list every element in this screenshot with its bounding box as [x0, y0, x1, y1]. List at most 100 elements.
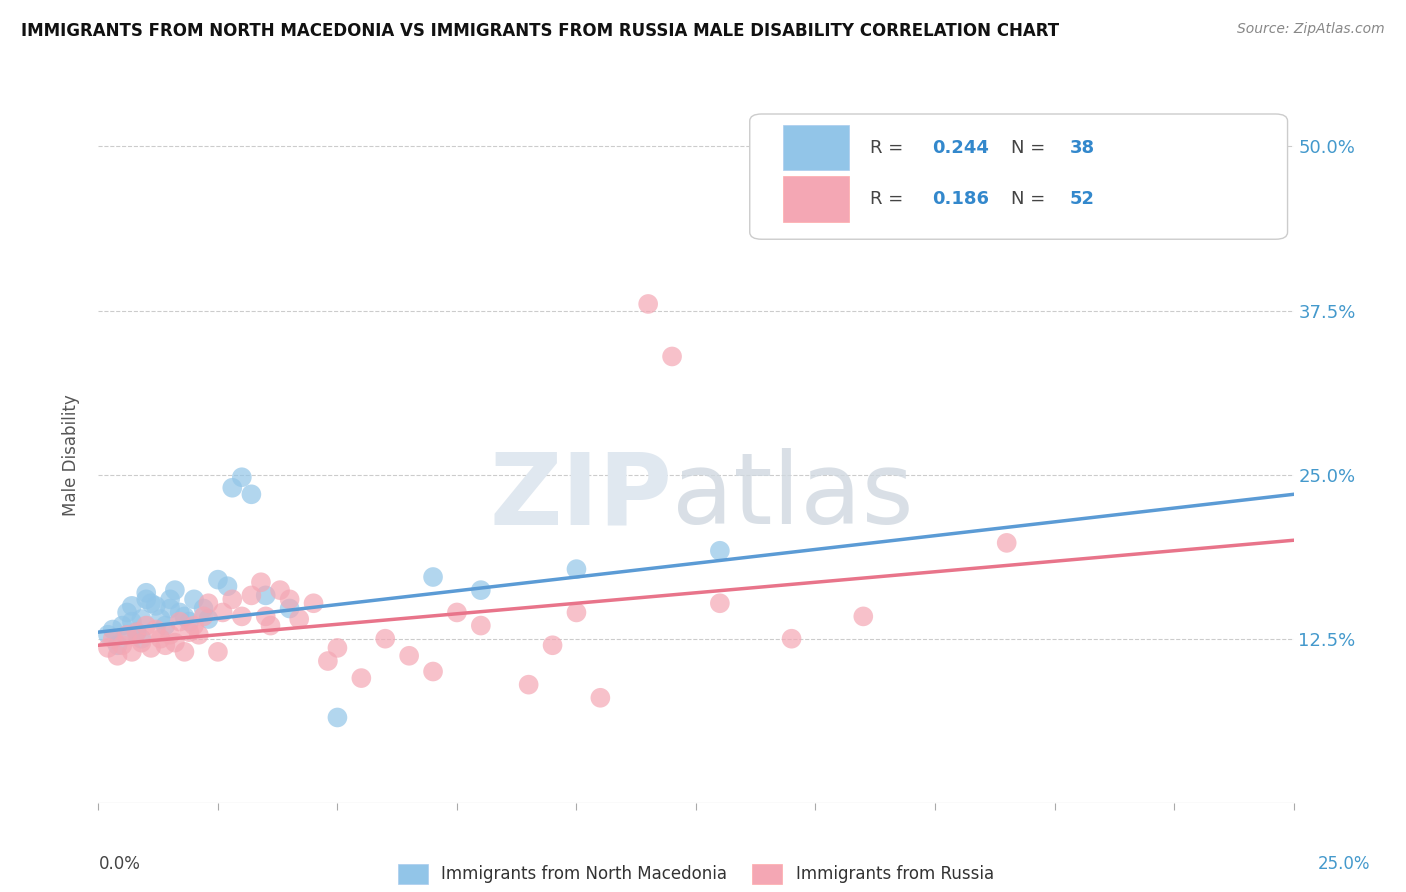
Point [187, 628, 209, 642]
Point [149, 632, 172, 646]
Point [125, 625, 148, 640]
Point [149, 612, 172, 626]
Point [107, 648, 129, 663]
FancyBboxPatch shape [783, 177, 849, 222]
FancyBboxPatch shape [783, 125, 849, 170]
Text: 52: 52 [1070, 190, 1095, 209]
Point [111, 618, 134, 632]
Point [517, 678, 540, 692]
Point [169, 615, 191, 629]
Point [193, 601, 215, 615]
Text: N =: N = [1011, 190, 1052, 209]
Point [131, 612, 153, 626]
Point [470, 583, 492, 598]
Point [163, 583, 186, 598]
Point [278, 592, 301, 607]
Point [278, 601, 301, 615]
Point [254, 609, 277, 624]
Point [288, 612, 311, 626]
Point [155, 618, 177, 632]
Point [259, 618, 281, 632]
Point [173, 645, 195, 659]
Point [326, 640, 349, 655]
Point [326, 710, 349, 724]
Point [197, 596, 219, 610]
Point [780, 632, 803, 646]
Text: 0.244: 0.244 [932, 139, 990, 157]
Point [159, 592, 181, 607]
Text: ZIP: ZIP [489, 448, 672, 545]
Text: IMMIGRANTS FROM NORTH MACEDONIA VS IMMIGRANTS FROM RUSSIA MALE DISABILITY CORREL: IMMIGRANTS FROM NORTH MACEDONIA VS IMMIG… [21, 22, 1059, 40]
Point [207, 645, 229, 659]
Text: 0.0%: 0.0% [98, 855, 141, 873]
Point [709, 596, 731, 610]
Point [852, 609, 875, 624]
Text: 0.186: 0.186 [932, 190, 990, 209]
Point [179, 615, 201, 629]
Point [207, 573, 229, 587]
Point [541, 638, 564, 652]
Point [250, 575, 273, 590]
Point [155, 638, 177, 652]
Point [101, 632, 124, 646]
Point [159, 601, 181, 615]
Text: atlas: atlas [672, 448, 914, 545]
Point [111, 638, 134, 652]
Point [995, 536, 1018, 550]
Point [197, 612, 219, 626]
Text: N =: N = [1011, 139, 1052, 157]
Point [139, 640, 162, 655]
Point [374, 632, 396, 646]
Point [422, 570, 444, 584]
Point [163, 635, 186, 649]
Point [173, 609, 195, 624]
Point [121, 615, 143, 629]
Text: 25.0%: 25.0% [1317, 855, 1369, 873]
Point [269, 583, 291, 598]
Point [350, 671, 373, 685]
Point [131, 635, 153, 649]
Point [422, 665, 444, 679]
Point [131, 632, 153, 646]
Point [101, 623, 124, 637]
Point [211, 606, 233, 620]
FancyBboxPatch shape [749, 114, 1288, 239]
Point [183, 618, 205, 632]
Point [107, 638, 129, 652]
Point [221, 481, 243, 495]
Point [115, 628, 138, 642]
Point [470, 618, 492, 632]
Point [121, 645, 143, 659]
Text: R =: R = [870, 139, 910, 157]
Point [589, 690, 612, 705]
Point [302, 596, 325, 610]
Text: 38: 38 [1070, 139, 1095, 157]
Point [125, 625, 148, 640]
Point [179, 625, 201, 640]
Point [135, 592, 157, 607]
Point [135, 618, 157, 632]
Point [97, 628, 120, 642]
Point [398, 648, 420, 663]
Point [240, 487, 263, 501]
Point [221, 592, 243, 607]
Point [661, 350, 683, 364]
Point [254, 588, 277, 602]
Point [115, 628, 138, 642]
Point [231, 609, 253, 624]
Point [121, 599, 143, 613]
Point [145, 599, 167, 613]
Point [709, 543, 731, 558]
Point [446, 606, 468, 620]
Point [565, 606, 588, 620]
Point [139, 596, 162, 610]
Point [145, 623, 167, 637]
Point [240, 588, 263, 602]
Point [231, 470, 253, 484]
Legend: Immigrants from North Macedonia, Immigrants from Russia: Immigrants from North Macedonia, Immigra… [389, 856, 1002, 892]
Point [97, 640, 120, 655]
Point [316, 654, 339, 668]
Text: R =: R = [870, 190, 910, 209]
Point [115, 606, 138, 620]
Point [217, 579, 239, 593]
